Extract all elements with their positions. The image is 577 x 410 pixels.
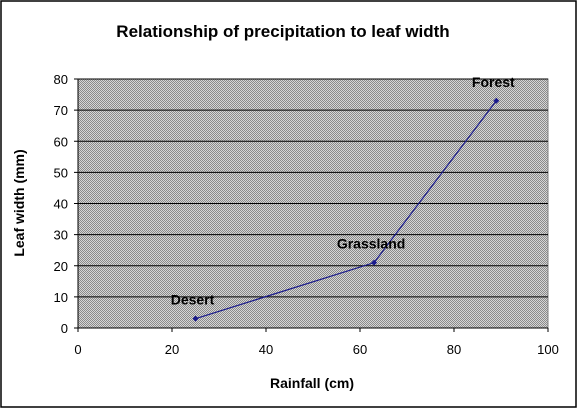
chart-title: Relationship of precipitation to leaf wi… bbox=[116, 22, 449, 41]
data-label-desert: Desert bbox=[171, 292, 215, 308]
y-tick-label-60: 60 bbox=[54, 134, 68, 149]
data-point-desert bbox=[192, 315, 199, 322]
x-tick-label-20: 20 bbox=[165, 342, 179, 357]
y-tick-label-80: 80 bbox=[54, 72, 68, 87]
y-tick-label-10: 10 bbox=[54, 290, 68, 305]
data-label-forest: Forest bbox=[472, 74, 515, 90]
data-point-grassland bbox=[371, 259, 378, 266]
x-tick-label-0: 0 bbox=[74, 342, 81, 357]
y-tick-label-30: 30 bbox=[54, 228, 68, 243]
y-tick-label-0: 0 bbox=[61, 321, 68, 336]
y-axis-title: Leaf width (mm) bbox=[11, 149, 27, 256]
x-tick-label-100: 100 bbox=[537, 342, 559, 357]
y-tick-label-70: 70 bbox=[54, 103, 68, 118]
plot-area-group: 0 10 20 30 40 50 60 70 80 0 20 40 60 80 100 Desert Grass… bbox=[54, 72, 559, 357]
y-tick-label-50: 50 bbox=[54, 165, 68, 180]
x-tick-label-80: 80 bbox=[447, 342, 461, 357]
x-axis-title: Rainfall (cm) bbox=[270, 375, 354, 391]
y-tick-label-40: 40 bbox=[54, 197, 68, 212]
data-label-grassland: Grassland bbox=[337, 236, 405, 252]
x-tick-label-60: 60 bbox=[353, 342, 367, 357]
data-point-forest bbox=[493, 97, 500, 104]
y-tick-label-20: 20 bbox=[54, 259, 68, 274]
x-tick-label-40: 40 bbox=[259, 342, 273, 357]
